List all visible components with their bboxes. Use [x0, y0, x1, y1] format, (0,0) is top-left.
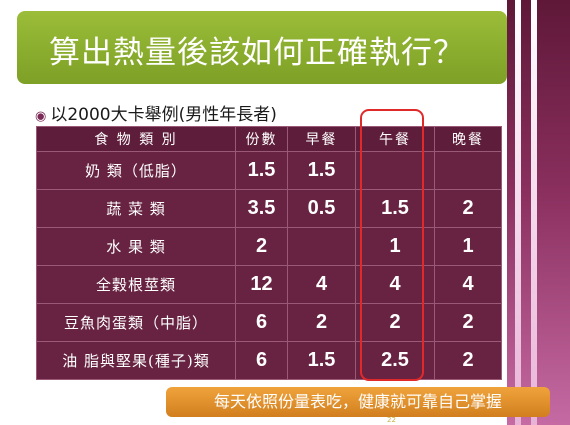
servings-cell: 3.5 — [235, 189, 288, 228]
dinner-cell — [434, 151, 502, 190]
table-row: 豆魚肉蛋類（中脂） 6 2 2 2 — [36, 303, 502, 342]
servings-cell: 12 — [235, 265, 288, 304]
servings-cell: 6 — [235, 341, 288, 380]
table-header-row: 食 物 類 別 份數 早餐 午餐 晚餐 — [36, 126, 502, 152]
breakfast-cell — [287, 227, 356, 266]
lunch-cell: 2.5 — [355, 341, 435, 380]
decorative-stripe — [515, 0, 521, 425]
dinner-cell: 2 — [434, 341, 502, 380]
decorative-side-band — [507, 0, 570, 425]
breakfast-cell: 2 — [287, 303, 356, 342]
breakfast-cell: 0.5 — [287, 189, 356, 228]
slide-title: 算出熱量後該如何正確執行？ — [49, 35, 465, 71]
bullet-text: 以2000大卡舉例(男性年長者) — [50, 105, 277, 125]
food-category-cell: 全穀根莖類 — [36, 265, 236, 304]
diet-table: 食 物 類 別 份數 早餐 午餐 晚餐 奶 類（低脂） 1.5 1.5 蔬 菜 … — [36, 126, 502, 380]
table-row: 蔬 菜 類 3.5 0.5 1.5 2 — [36, 189, 502, 228]
food-category-cell: 奶 類（低脂） — [36, 151, 236, 190]
dinner-cell: 4 — [434, 265, 502, 304]
food-category-cell: 油 脂與堅果(種子)類 — [36, 341, 236, 380]
header-servings: 份數 — [235, 126, 288, 152]
dinner-cell: 1 — [434, 227, 502, 266]
lunch-column-highlight — [360, 109, 424, 381]
table-row: 水 果 類 2 1 1 — [36, 227, 502, 266]
header-food-category: 食 物 類 別 — [36, 126, 236, 152]
decorative-stripe — [531, 0, 537, 425]
header-dinner: 晚餐 — [434, 126, 502, 152]
lunch-cell: 1.5 — [355, 189, 435, 228]
page-number: 22 — [387, 416, 396, 424]
food-category-cell: 蔬 菜 類 — [36, 189, 236, 228]
dinner-cell: 2 — [434, 303, 502, 342]
food-category-cell: 豆魚肉蛋類（中脂） — [36, 303, 236, 342]
food-category-cell: 水 果 類 — [36, 227, 236, 266]
servings-cell: 6 — [235, 303, 288, 342]
breakfast-cell: 4 — [287, 265, 356, 304]
servings-cell: 2 — [235, 227, 288, 266]
summary-callout: 每天依照份量表吃，健康就可靠自己掌握 — [166, 387, 550, 417]
title-banner — [17, 11, 507, 84]
breakfast-cell: 1.5 — [287, 151, 356, 190]
header-breakfast: 早餐 — [287, 126, 356, 152]
bullet-point: ◉ 以2000大卡舉例(男性年長者) — [35, 100, 277, 125]
table-row: 奶 類（低脂） 1.5 1.5 — [36, 151, 502, 190]
bullet-circle-icon: ◉ — [35, 109, 47, 124]
dinner-cell: 2 — [434, 189, 502, 228]
table-row: 全穀根莖類 12 4 4 4 — [36, 265, 502, 304]
lunch-cell: 4 — [355, 265, 435, 304]
table-row: 油 脂與堅果(種子)類 6 1.5 2.5 2 — [36, 341, 502, 380]
servings-cell: 1.5 — [235, 151, 288, 190]
header-lunch: 午餐 — [355, 126, 435, 152]
breakfast-cell: 1.5 — [287, 341, 356, 380]
